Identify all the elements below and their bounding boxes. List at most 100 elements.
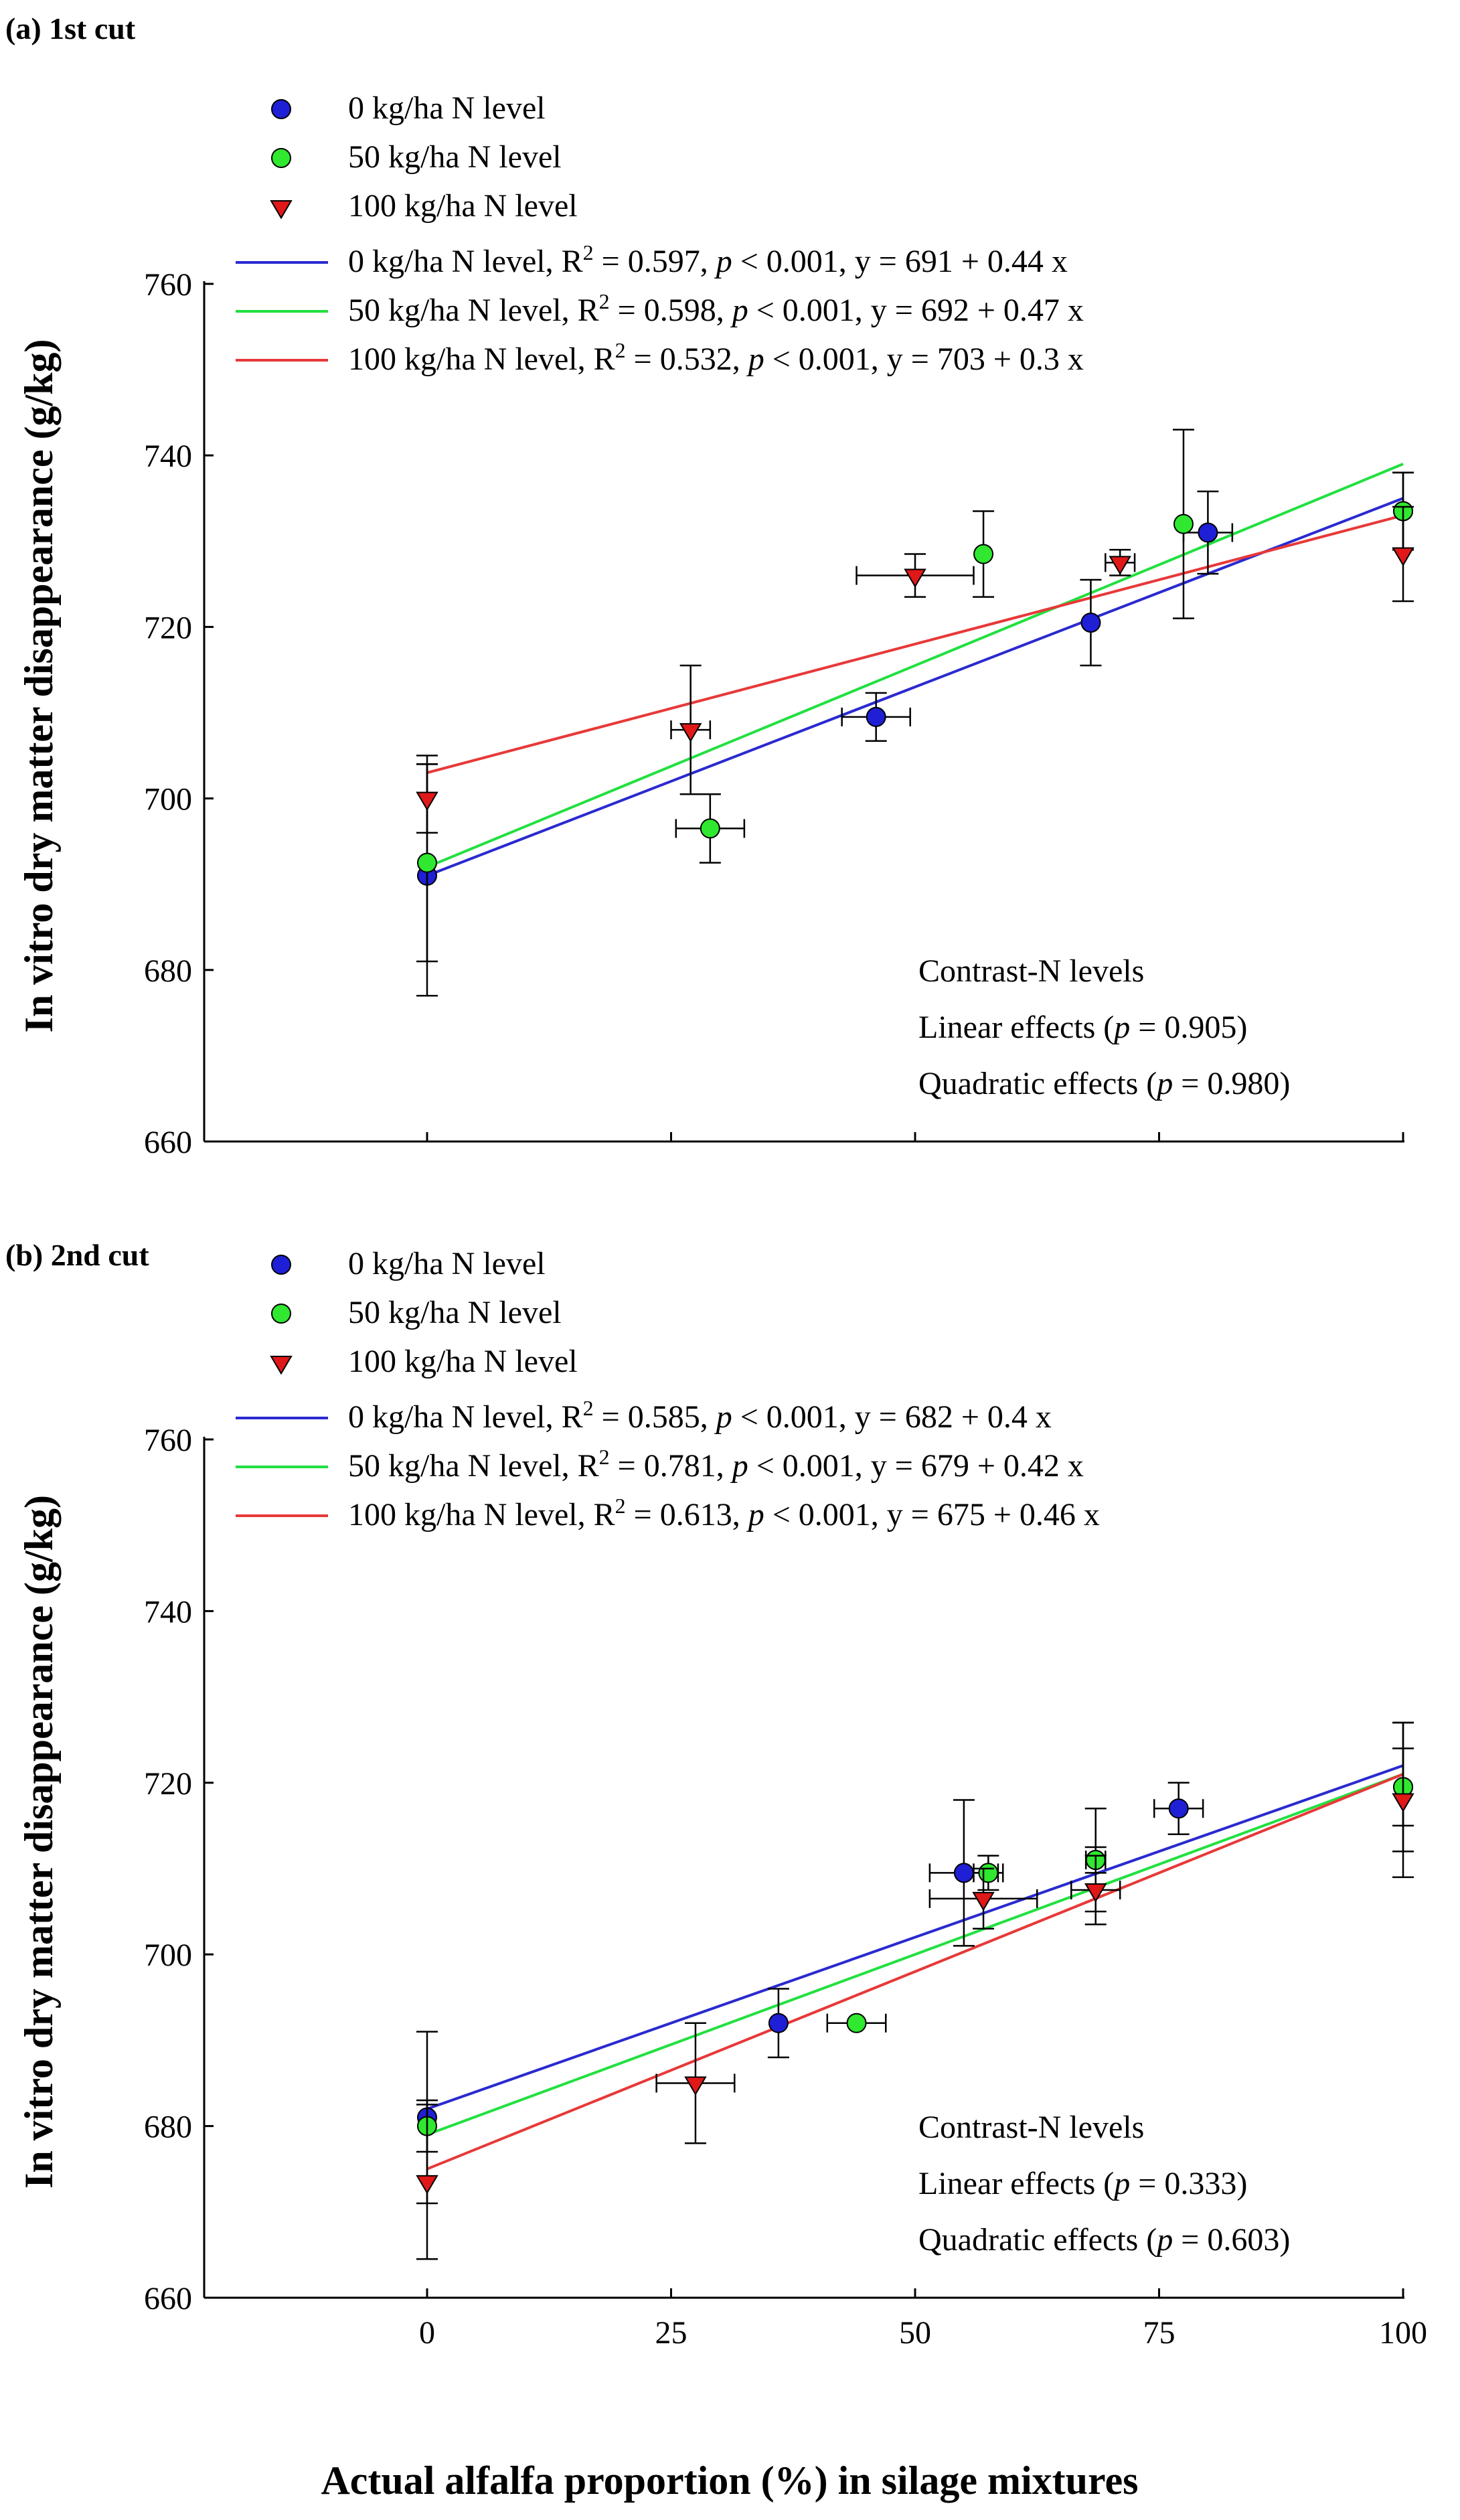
r2-superscript: 2 [599,289,610,313]
regression-p: < 0.001 [740,244,839,279]
legend-regression-label: 0 kg/ha N level, R2 = 0.597, p < 0.001, … [348,240,1068,279]
data-point [417,852,437,873]
p-italic: p [746,341,764,377]
contrast-title: Contrast-N levels [918,953,1144,989]
data-point [972,1891,995,1911]
legend-marker [270,1356,293,1375]
panel-b: (b) 2nd cut 660 680 700 720 740 760 0 25 50 75 100 I… [5,1238,1427,2351]
legend-marker [271,1255,291,1275]
x-axis-title: Actual alfalfa proportion (%) in silage … [321,2458,1138,2503]
data-point [953,1863,974,1883]
contrast-quadratic: Quadratic effects (p = 0.603) [918,2222,1290,2258]
p-italic: p [1112,1010,1130,1045]
regression-name: 50 kg/ha N level [348,1448,562,1484]
p-italic: p [746,1497,764,1532]
legend-label: 50 kg/ha N level [348,139,562,175]
regression-sep: = [626,1497,660,1532]
contrast-value: = 0.333) [1130,2166,1247,2201]
r2-superscript: 2 [615,1494,626,1518]
panel-a: (a) 1st cut 660 680 700 720 740 760 In vitro dr… [5,11,1414,1160]
regression-equation: y = 679 + 0.42 x [871,1448,1084,1484]
contrast-value: = 0.980) [1173,1066,1290,1101]
regression-equation: y = 703 + 0.3 x [887,341,1084,377]
series-n50 [416,428,1414,963]
regression-line [426,463,1404,868]
legend-marker [271,148,291,168]
legend-marker [270,200,293,220]
data-point [700,818,720,839]
regression-sep [748,1448,756,1484]
series-n100 [416,505,1414,834]
data-point [1109,556,1131,575]
contrast-prefix: Linear effects ( [918,1010,1114,1045]
regression-sep: = [610,1448,644,1484]
regression-sep: = [594,1399,628,1435]
regression-sep: , [716,293,732,328]
legend-label: 0 kg/ha N level [348,1246,546,1281]
legend-label: 100 kg/ha N level [348,1344,578,1379]
y-tick-label: 680 [144,2110,192,2145]
data-point [846,2013,867,2033]
y-tick-label: 740 [144,439,192,474]
y-tick-label: 720 [144,1766,192,1802]
data-point [1173,514,1194,534]
regression-sep: , [855,1448,871,1484]
regression-sep: , R [546,1399,583,1435]
regression-sep: , R [578,1497,615,1532]
regression-sep [732,244,740,279]
regression-sep [764,341,773,377]
regression-line [426,1773,1404,2171]
data-point [1392,547,1414,566]
regression-equation: y = 691 + 0.44 x [855,244,1068,279]
y-tick-label: 760 [144,1423,192,1458]
r2-superscript: 2 [599,1445,610,1469]
legend-regression-label: 50 kg/ha N level, R2 = 0.781, p < 0.001,… [348,1445,1084,1484]
y-tick-label: 680 [144,953,192,989]
regression-sep: , [700,1399,716,1435]
regression-equation: y = 675 + 0.46 x [887,1497,1100,1532]
data-point [684,2076,707,2096]
y-axis-title: In vitro dry matter disappearance (g/kg) [17,339,61,1032]
series-n0 [416,1747,1414,2205]
x-tick-label: 75 [1143,2315,1175,2351]
regression-p: < 0.001 [773,1497,871,1532]
regression-sep: , R [562,293,599,328]
regression-r2: 0.585 [628,1399,700,1435]
legend-label: 0 kg/ha N level [348,90,546,126]
regression-sep: , R [578,341,615,377]
legend-marker [271,1304,291,1324]
panel-label: (b) 2nd cut [5,1238,149,1272]
data-point [866,706,886,727]
data-point [904,568,926,588]
contrast-value: = 0.603) [1173,2222,1290,2258]
regression-line [426,1773,1404,2136]
regression-sep: , [700,244,716,279]
regression-sep: , [855,293,871,328]
legend-marker [271,99,291,119]
legend-regression-label: 100 kg/ha N level, R2 = 0.532, p < 0.001… [348,338,1084,377]
regression-sep: , R [562,1448,599,1484]
p-italic: p [714,244,732,279]
x-tick-label: 0 [419,2315,435,2351]
y-tick-label: 720 [144,610,192,645]
regression-sep: , R [546,244,583,279]
p-italic: p [730,1448,748,1484]
data-point [679,723,702,742]
regression-r2: 0.598 [644,293,716,328]
regression-line [426,1764,1404,2110]
regression-sep: , [871,1497,887,1532]
regression-line [426,514,1404,775]
data-point [978,1863,999,1883]
data-point [1084,1883,1107,1903]
regression-sep: , [732,341,748,377]
contrast-prefix: Quadratic effects ( [918,1066,1157,1101]
regression-sep: , [839,1399,855,1435]
regression-sep [764,1497,773,1532]
r2-superscript: 2 [615,338,626,362]
contrast-prefix: Quadratic effects ( [918,2222,1157,2258]
regression-line [426,497,1404,877]
regression-p: < 0.001 [773,341,871,377]
legend-regression-label: 100 kg/ha N level, R2 = 0.613, p < 0.001… [348,1494,1100,1532]
data-point [1080,612,1101,633]
y-tick-label: 660 [144,1125,192,1160]
